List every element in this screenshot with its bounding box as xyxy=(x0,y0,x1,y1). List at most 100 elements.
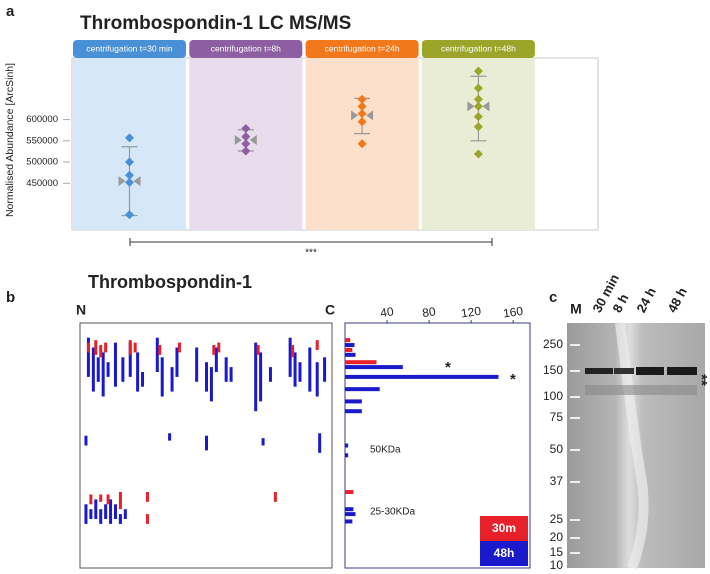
peptide-segment xyxy=(168,433,172,441)
ladder-label: 37 xyxy=(550,474,564,488)
data-point xyxy=(473,122,483,132)
peptide-segment xyxy=(268,367,272,382)
bar xyxy=(345,338,351,343)
mean-marker xyxy=(351,110,374,121)
lane-label: 24 h xyxy=(633,285,658,315)
data-point xyxy=(473,149,483,159)
y-tick-label: 550000 xyxy=(26,135,58,146)
ladder-band xyxy=(570,449,580,451)
c-terminus-label: C xyxy=(325,302,335,318)
ladder-label: 10 xyxy=(550,558,564,572)
peptide-segment xyxy=(293,352,297,387)
marker-lane-label: M xyxy=(570,301,582,317)
peptide-segment xyxy=(217,342,221,353)
group-header xyxy=(421,40,535,58)
peptide-segment xyxy=(315,362,319,397)
peptide-segment xyxy=(261,438,265,446)
ladder-band xyxy=(570,370,580,372)
x-tick-label: 160 xyxy=(502,304,524,321)
peptide-segment xyxy=(145,514,149,524)
peptide-segment xyxy=(205,435,208,451)
data-point xyxy=(473,94,483,104)
y-tick-label: 450000 xyxy=(26,178,58,189)
bar xyxy=(345,374,499,379)
peptide-segment xyxy=(155,337,159,372)
peptide-segment xyxy=(136,352,140,392)
data-point xyxy=(473,83,483,93)
bar xyxy=(345,399,362,404)
n-terminus-label: N xyxy=(76,302,86,318)
peptide-segment xyxy=(99,345,103,358)
panel-label: c xyxy=(549,289,557,306)
map-frame xyxy=(79,322,333,569)
ladder-label: 250 xyxy=(543,337,563,351)
ladder-label: 15 xyxy=(550,545,564,559)
peptide-segment xyxy=(118,492,122,510)
mean-marker xyxy=(118,176,141,187)
peptide-segment xyxy=(86,342,90,353)
peptide-segment xyxy=(99,509,103,524)
annotation: 25-30KDa xyxy=(370,507,415,518)
group-header-label: centrifugation t=8h xyxy=(211,43,281,53)
data-point xyxy=(241,146,251,156)
data-point xyxy=(357,109,367,119)
data-point xyxy=(473,66,483,76)
ladder-label: 50 xyxy=(550,442,564,456)
annotation: 50KDa xyxy=(370,445,401,456)
bar xyxy=(345,507,354,512)
bar xyxy=(345,409,362,414)
peptide-segment xyxy=(318,433,322,453)
peptide-segment xyxy=(121,357,125,382)
ladder-band xyxy=(570,519,580,521)
peptide-segment xyxy=(118,514,122,524)
bar xyxy=(345,343,355,348)
data-point xyxy=(125,210,134,220)
legend-label: 48h xyxy=(494,546,515,560)
peptide-segment xyxy=(104,504,108,519)
peptide-segment xyxy=(323,357,327,382)
peptide-segment xyxy=(229,367,233,382)
peptide-segment xyxy=(106,494,110,505)
peptide-segment xyxy=(212,345,216,355)
bar xyxy=(345,347,353,352)
peptide-segment xyxy=(84,504,88,524)
group-header xyxy=(189,40,303,58)
data-point xyxy=(357,117,367,127)
peptide-segment xyxy=(288,337,292,377)
peptide-segment xyxy=(104,342,108,353)
annotation: * xyxy=(510,371,516,388)
legend-swatch xyxy=(480,541,528,566)
ladder-label: 150 xyxy=(543,363,563,377)
peptide-segment xyxy=(145,492,149,502)
peptide-segment xyxy=(101,352,105,397)
annotation: * xyxy=(445,359,451,376)
peptide-segment xyxy=(91,347,95,392)
panel-label: b xyxy=(6,289,15,306)
ladder-label: 75 xyxy=(550,410,564,424)
gel-smear-band xyxy=(585,385,697,395)
peptide-segment xyxy=(224,357,228,382)
peptide-segment xyxy=(298,362,302,382)
data-point xyxy=(357,94,367,104)
group-header-label: centrifugation t=48h xyxy=(441,43,516,53)
peptide-segment xyxy=(259,352,263,402)
peptide-segment xyxy=(84,435,88,446)
bar xyxy=(345,453,349,458)
data-point xyxy=(357,139,367,149)
peptide-segment xyxy=(94,340,98,355)
data-point xyxy=(473,101,483,111)
peptide-segment xyxy=(170,367,174,392)
data-point xyxy=(241,139,251,149)
x-tick-label: 80 xyxy=(421,304,436,320)
ladder-label: 20 xyxy=(550,530,564,544)
peptide-segment xyxy=(214,347,218,372)
peptide-segment xyxy=(254,342,258,412)
bar xyxy=(345,490,354,495)
peptide-segment xyxy=(205,362,208,392)
x-tick-label: 120 xyxy=(460,304,482,321)
group-header-label: centrifugation t=24h xyxy=(325,43,400,53)
data-point xyxy=(125,170,134,180)
group-header xyxy=(305,40,419,58)
peptide-segment xyxy=(209,367,213,402)
peptide-segment xyxy=(291,345,295,358)
